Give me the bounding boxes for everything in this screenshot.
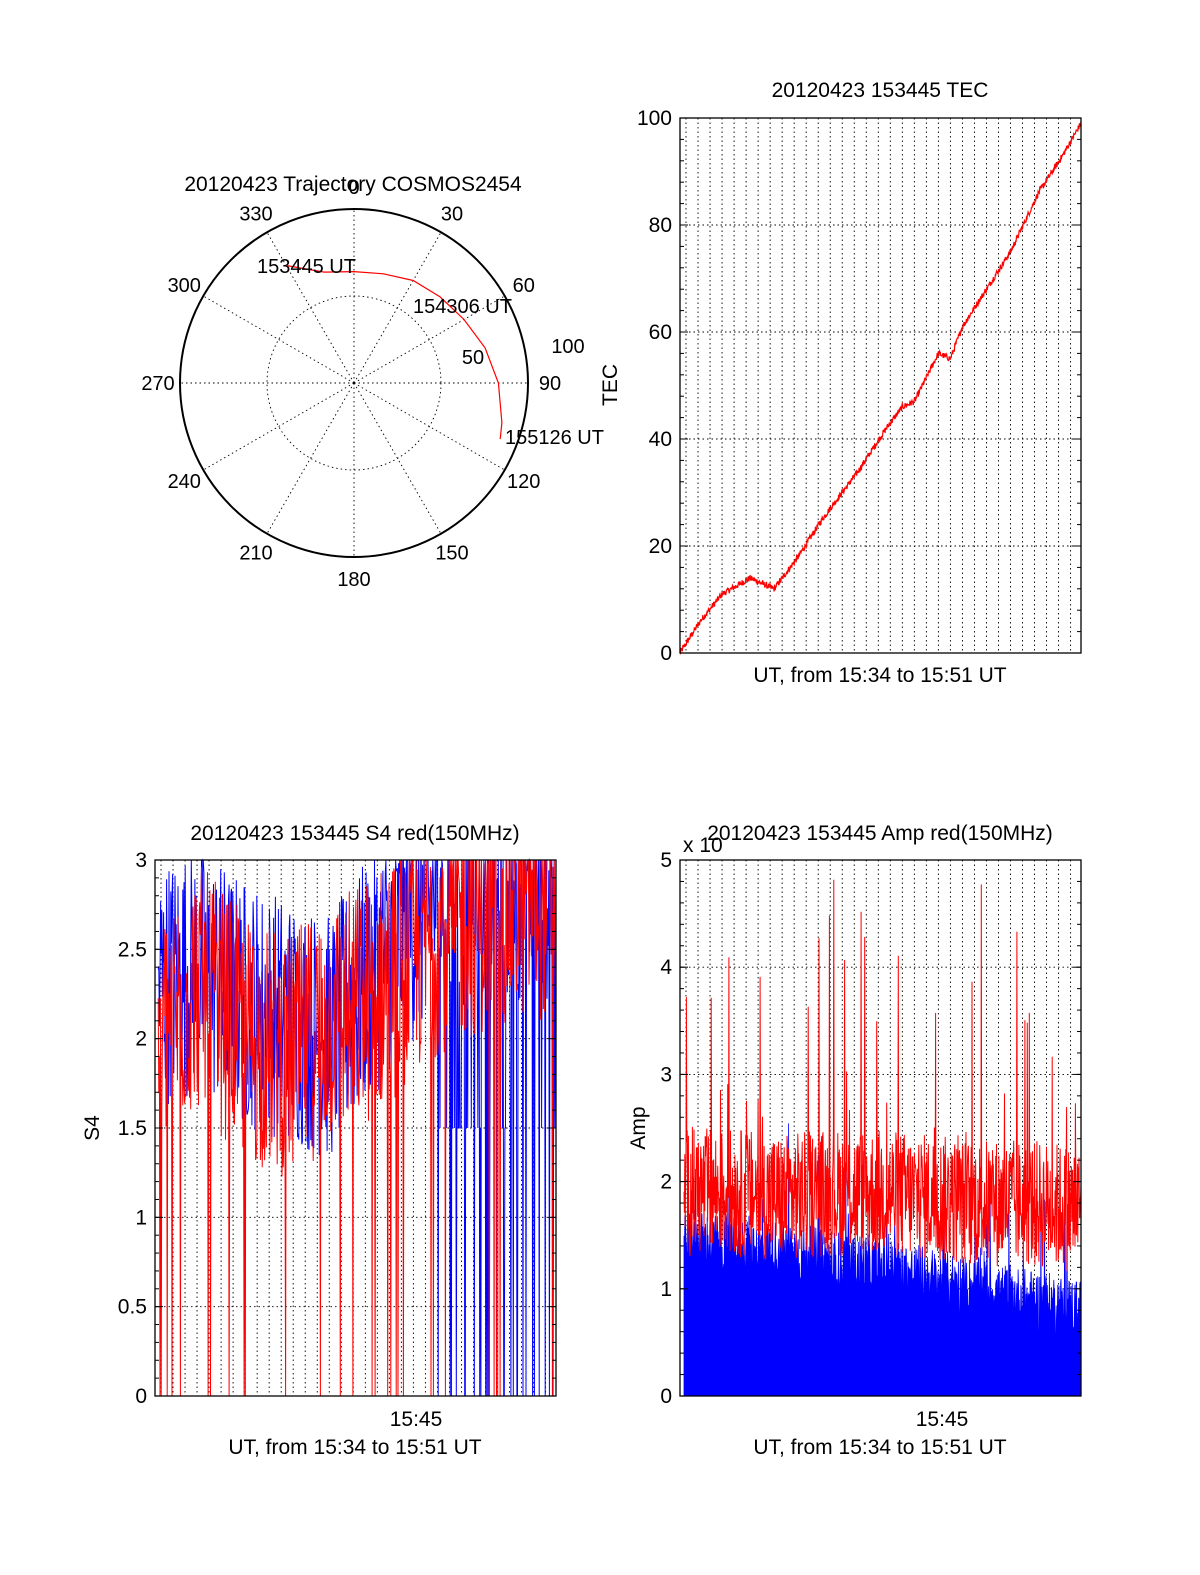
polar-azimuth-label-270: 270 (141, 373, 174, 395)
tec-ticks (680, 117, 1081, 654)
s4-title: 20120423 153445 S4 red(150MHz) (190, 822, 519, 845)
polar-azimuth-label-180: 180 (337, 569, 370, 591)
polar-spoke-210 (266, 382, 355, 534)
polar-time-label-mid: 154306 UT (413, 296, 512, 318)
tec-panel: 20120423 153445 TEC 0 20 40 60 80 100 TEC UT,… (599, 79, 1082, 687)
polar-azimuth-label-90: 90 (539, 373, 561, 395)
polar-grid (180, 209, 528, 557)
polar-azimuth-label-210: 210 (239, 543, 272, 565)
tec-grid (680, 118, 1081, 653)
amp-y-tick-label: 2 (660, 1171, 672, 1194)
polar-spoke-150 (353, 382, 442, 534)
polar-azimuth-label-150: 150 (435, 543, 468, 565)
polar-spoke-330 (266, 232, 355, 384)
polar-trajectory-panel: 20120423 Trajectory COSMOS2454 0 30 60 90 12… (141, 173, 604, 591)
s4-x-tick-label: 15:45 (390, 1408, 443, 1431)
amp-x-tick-label: 15:45 (916, 1408, 969, 1431)
polar-azimuth-label-60: 60 (513, 275, 535, 297)
amp-scale-label: x 10 (683, 834, 723, 857)
amp-y-tick-labels: 0 1 2 3 4 5 (660, 849, 672, 1408)
s4-y-tick-label: 3 (135, 849, 147, 872)
tec-x-axis-label: UT, from 15:34 to 15:51 UT (753, 664, 1006, 687)
tec-series-line (679, 121, 1082, 656)
polar-outer-ring (179, 208, 529, 558)
polar-ring-label-50: 50 (462, 347, 484, 369)
polar-time-label-end: 155126 UT (505, 427, 604, 449)
s4-y-tick-label: 2.5 (118, 938, 147, 961)
s4-y-tick-label: 0 (135, 1385, 147, 1408)
tec-y-tick-label: 80 (649, 214, 672, 237)
s4-y-tick-label: 2 (135, 1028, 147, 1051)
polar-title: 20120423 Trajectory COSMOS2454 (184, 173, 522, 196)
tec-y-tick-label: 20 (649, 535, 672, 558)
polar-azimuth-label-30: 30 (441, 203, 463, 225)
polar-azimuth-label-330: 330 (239, 203, 272, 225)
tec-y-tick-label: 40 (649, 428, 672, 451)
amp-y-axis-label: Amp (627, 1106, 650, 1149)
s4-x-axis-label: UT, from 15:34 to 15:51 UT (228, 1436, 481, 1459)
polar-spoke-120 (353, 382, 505, 471)
s4-y-tick-label: 0.5 (118, 1296, 147, 1319)
s4-series-traces (157, 858, 557, 1397)
tec-title: 20120423 153445 TEC (772, 79, 989, 102)
polar-spoke-240 (203, 382, 355, 471)
s4-y-axis-label: S4 (81, 1115, 104, 1141)
polar-ring-label-100: 100 (551, 336, 584, 358)
tec-y-axis-label: TEC (599, 364, 622, 406)
polar-azimuth-labels: 0 30 60 90 120 150 180 210 240 270 300 330 (141, 177, 561, 591)
polar-trajectory-trace (285, 264, 503, 440)
s4-y-tick-labels: 0 0.5 1 1.5 2 2.5 3 (118, 849, 147, 1408)
polar-spoke-30 (353, 232, 442, 384)
polar-azimuth-label-240: 240 (168, 471, 201, 493)
amp-y-tick-label: 3 (660, 1063, 672, 1086)
s4-y-tick-label: 1 (135, 1206, 147, 1229)
tec-y-tick-label: 100 (637, 107, 672, 130)
amp-y-tick-label: 5 (660, 849, 672, 872)
amp-y-tick-label: 0 (660, 1385, 672, 1408)
polar-azimuth-label-300: 300 (168, 275, 201, 297)
polar-azimuth-label-120: 120 (507, 471, 540, 493)
amp-series-red (683, 879, 1082, 1271)
amp-y-tick-label: 4 (660, 956, 672, 979)
tec-y-tick-labels: 0 20 40 60 80 100 (637, 107, 672, 665)
polar-spoke-300 (203, 295, 355, 384)
amp-series-blue (683, 1123, 1082, 1397)
amp-panel: 0 1 2 3 4 5 20120423 153445 Amp red(150MHz) x… (627, 822, 1082, 1459)
s4-series-red (157, 859, 557, 1397)
tec-plot-frame (679, 117, 1082, 654)
amp-series-traces (683, 879, 1082, 1397)
polar-spoke-60 (353, 295, 505, 384)
polar-time-label-start: 153445 UT (257, 256, 356, 278)
s4-y-tick-label: 1.5 (118, 1117, 147, 1140)
tec-y-tick-label: 60 (649, 321, 672, 344)
amp-x-axis-label: UT, from 15:34 to 15:51 UT (753, 1436, 1006, 1459)
amp-plot-frame (679, 859, 1082, 1397)
s4-plot-frame (154, 859, 557, 1397)
polar-azimuth-label-0: 0 (348, 177, 359, 199)
s4-panel: 20120423 153445 S4 red(150MHz) 0 0.5 1 1.5 2… (81, 822, 557, 1459)
amp-title: 20120423 153445 Amp red(150MHz) (707, 822, 1053, 845)
tec-y-tick-label: 0 (660, 642, 672, 665)
amp-y-tick-label: 1 (660, 1278, 672, 1301)
